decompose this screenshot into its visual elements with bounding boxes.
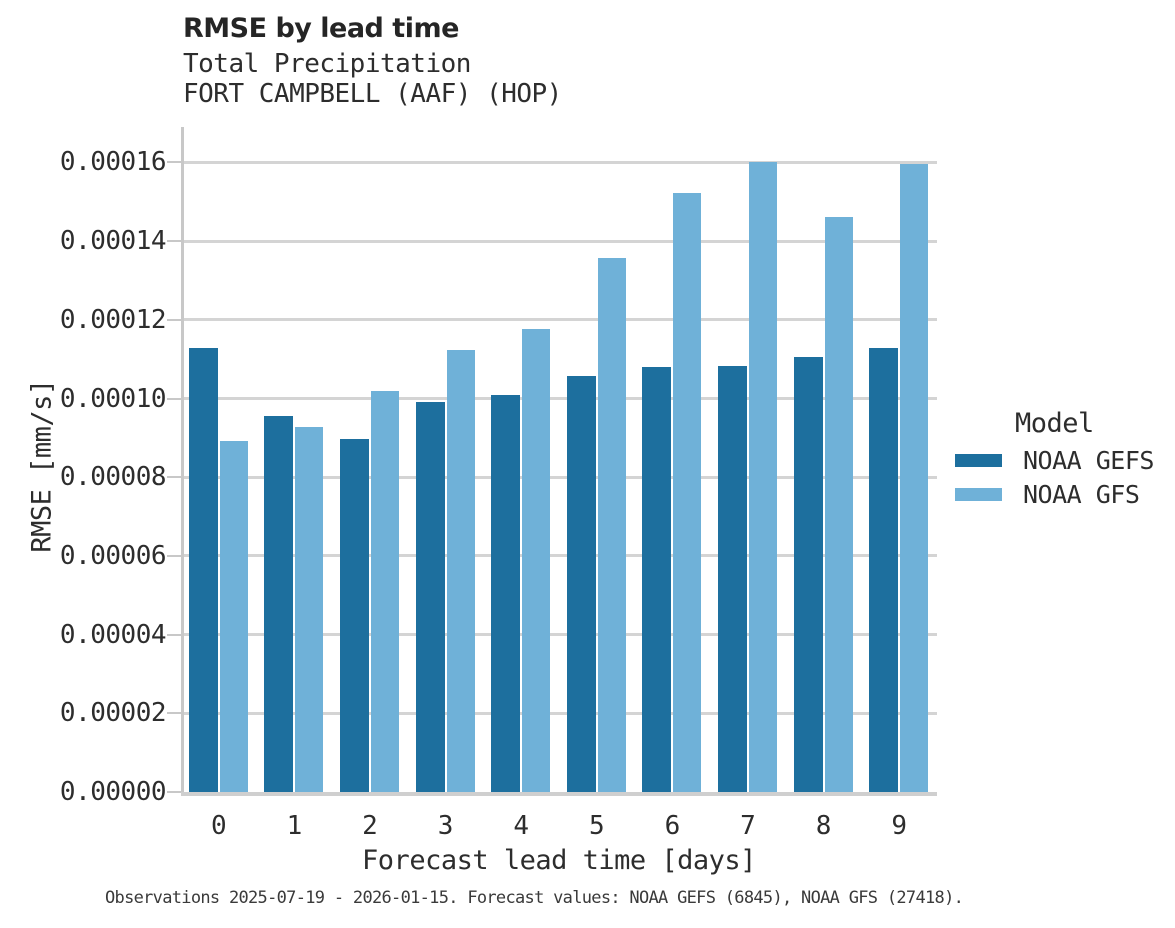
- legend-entry: NOAA GEFS: [955, 445, 1154, 475]
- gridline: [181, 397, 937, 400]
- x-tick-label: 7: [740, 811, 756, 841]
- y-tick-label: 0.00010: [59, 383, 167, 414]
- chart-subtitle-station: FORT CAMPBELL (AAF) (HOP): [183, 79, 562, 109]
- bar-noaa-gefs-lead-7: [718, 365, 747, 792]
- y-tick-label: 0.00014: [59, 226, 167, 257]
- x-tick-label: 9: [891, 811, 908, 841]
- bar-noaa-gfs-lead-3: [446, 349, 475, 792]
- bar-noaa-gefs-lead-6: [642, 366, 672, 792]
- x-tick-label: 0: [210, 811, 227, 841]
- y-tick-label: 0.00012: [59, 304, 167, 335]
- bar-noaa-gfs-lead-5: [597, 258, 626, 792]
- y-tick-mark: [167, 791, 181, 793]
- bar-noaa-gefs-lead-0: [188, 348, 218, 792]
- bar-noaa-gefs-lead-8: [793, 356, 823, 792]
- x-tick-label: 8: [815, 811, 832, 841]
- legend-swatch-noaa-gfs: [955, 487, 1002, 501]
- y-tick-mark: [167, 318, 181, 321]
- x-tick-label: 4: [513, 811, 530, 841]
- legend-entry: NOAA GFS: [955, 479, 1140, 509]
- y-tick-mark: [167, 476, 181, 479]
- y-tick-label: 0.00008: [59, 462, 167, 493]
- y-tick-label: 0.00006: [59, 540, 167, 571]
- bar-noaa-gefs-lead-9: [869, 347, 899, 792]
- gridline: [181, 633, 937, 637]
- y-axis-line: [181, 127, 184, 796]
- y-tick-mark: [167, 397, 181, 400]
- y-tick-mark: [167, 161, 181, 164]
- y-tick-mark: [167, 633, 181, 636]
- bar-noaa-gfs-lead-1: [295, 426, 324, 792]
- y-tick-label: 0.00000: [59, 777, 167, 807]
- y-tick-label: 0.00002: [59, 698, 167, 729]
- bar-noaa-gfs-lead-8: [824, 216, 853, 792]
- bar-noaa-gefs-lead-4: [491, 394, 521, 792]
- legend-label: NOAA GEFS: [1023, 445, 1154, 475]
- legend-title: Model: [1015, 408, 1094, 439]
- x-tick-label: 5: [588, 811, 605, 841]
- y-tick-mark: [167, 554, 181, 557]
- bar-noaa-gfs-lead-0: [219, 440, 248, 792]
- chart-title: RMSE by lead time: [183, 13, 459, 44]
- y-tick-mark: [167, 712, 181, 715]
- x-tick-label: 3: [437, 811, 454, 841]
- bar-noaa-gfs-lead-2: [371, 390, 399, 792]
- x-tick-label: 2: [362, 811, 378, 841]
- bar-noaa-gfs-lead-6: [673, 192, 702, 792]
- legend-swatch-noaa-gefs: [955, 453, 1002, 467]
- gridline: [181, 160, 937, 164]
- x-axis-line: [181, 792, 937, 796]
- gridline: [181, 318, 937, 322]
- y-tick-label: 0.00004: [59, 619, 167, 650]
- y-tick-mark: [167, 240, 181, 243]
- gridline: [181, 239, 937, 243]
- gridline: [181, 711, 937, 715]
- legend-label: NOAA GFS: [1023, 479, 1140, 509]
- gridline: [181, 475, 937, 479]
- x-tick-label: 1: [286, 811, 303, 841]
- bar-noaa-gefs-lead-3: [415, 401, 445, 792]
- x-tick-label: 6: [664, 811, 681, 841]
- bar-noaa-gefs-lead-2: [340, 438, 369, 792]
- bar-noaa-gefs-lead-5: [566, 375, 596, 792]
- plot-area: [167, 127, 937, 796]
- bar-noaa-gfs-lead-9: [900, 164, 929, 792]
- legend: Model NOAA GEFS NOAA GFS: [955, 408, 1175, 509]
- x-axis-title: Forecast lead time [days]: [362, 845, 756, 876]
- bar-noaa-gfs-lead-4: [522, 328, 551, 792]
- footer-note: Observations 2025-07-19 - 2026-01-15. Fo…: [105, 888, 964, 908]
- bar-noaa-gfs-lead-7: [749, 162, 777, 792]
- chart-subtitle-variable: Total Precipitation: [183, 49, 471, 79]
- bar-noaa-gefs-lead-1: [264, 415, 294, 792]
- gridline: [181, 554, 937, 558]
- y-tick-label: 0.00016: [59, 147, 167, 178]
